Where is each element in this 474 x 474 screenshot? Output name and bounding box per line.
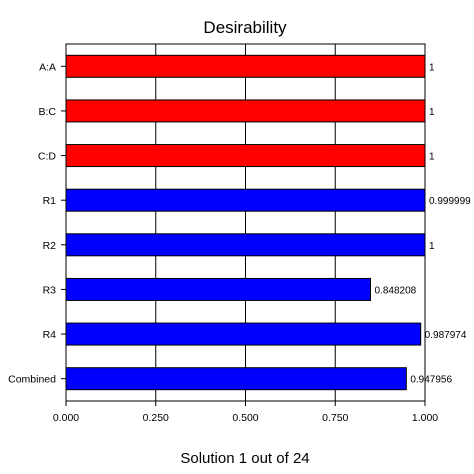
grid-lines	[155, 44, 336, 401]
value-labels: 1 1 1 0.999999 1 0.848208 0.987974 0.947956	[375, 62, 472, 385]
category-label-A:A: A:A	[39, 61, 56, 73]
value-label-C:D: 1	[429, 152, 435, 163]
category-label-R2: R2	[43, 240, 57, 252]
bar-Combined	[65, 367, 407, 391]
x-tick-label-3: 0.750	[322, 412, 348, 424]
value-label-R2: 1	[429, 241, 435, 252]
x-ticks: 0.000 0.250 0.500 0.750 1.000	[53, 401, 438, 424]
bar-R4	[65, 322, 422, 346]
bar-B:C	[65, 99, 426, 123]
x-axis-label: Solution 1 out of 24	[180, 450, 309, 467]
x-tick-label-2: 0.500	[232, 412, 258, 424]
bar-R3	[65, 277, 372, 301]
category-label-B:C: B:C	[38, 106, 56, 118]
value-label-R1: 0.999999	[429, 196, 471, 207]
category-labels: A:A B:C C:D R1 R2 R3 R4 Combined	[8, 61, 66, 386]
x-tick-label-1: 0.250	[143, 412, 169, 424]
category-label-C:D: C:D	[38, 151, 57, 163]
category-label-R3: R3	[43, 284, 57, 296]
chart-title: Desirability	[203, 18, 287, 37]
x-tick-label-4: 1.000	[412, 412, 438, 424]
category-label-R1: R1	[43, 195, 57, 207]
value-label-B:C: 1	[429, 107, 435, 118]
category-label-Combined: Combined	[8, 374, 56, 386]
value-label-Combined: 0.947956	[410, 375, 452, 386]
bar-R2	[65, 233, 426, 257]
category-label-R4: R4	[43, 329, 57, 341]
bar-C:D	[65, 144, 426, 168]
bar-A:A	[65, 54, 426, 78]
value-label-A:A: 1	[429, 62, 435, 73]
value-label-R4: 0.987974	[425, 330, 467, 341]
x-tick-label-0: 0.000	[53, 412, 79, 424]
bar-R1	[65, 188, 426, 212]
value-label-R3: 0.848208	[375, 285, 417, 296]
